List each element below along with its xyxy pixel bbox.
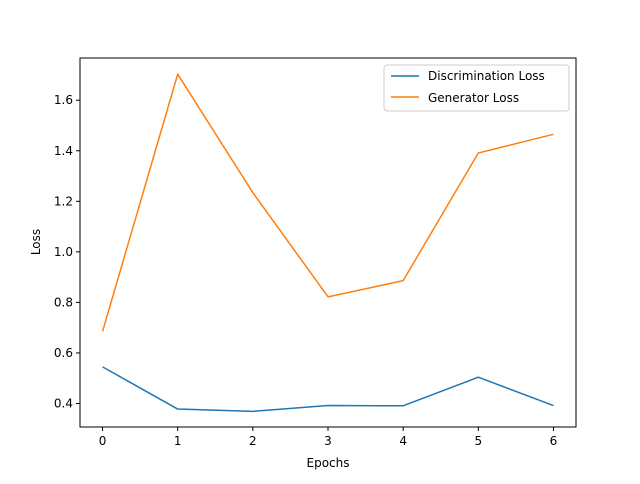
ticks-layer: 0 1 2 3 4 5 6 0.4 0.6 0.8 1.0 1.2 1.4 1.6 <box>54 93 557 448</box>
x-tick-label-5: 5 <box>474 434 482 448</box>
x-tick-label-4: 4 <box>399 434 407 448</box>
legend-label-discrimination: Discrimination Loss <box>428 69 545 83</box>
legend-box <box>383 64 570 112</box>
y-axis-label: Loss <box>29 229 43 255</box>
x-tick-label-6: 6 <box>550 434 558 448</box>
y-tick-label-2: 0.8 <box>54 295 73 309</box>
y-tick-label-1: 0.6 <box>54 346 73 360</box>
legend-label-generator: Generator Loss <box>428 91 519 105</box>
x-tick-label-1: 1 <box>174 434 182 448</box>
y-tick-label-6: 1.6 <box>54 93 73 107</box>
series-line-1 <box>101 73 554 332</box>
series-line-0 <box>102 366 554 413</box>
legend: Discrimination Loss Generator Loss <box>383 64 570 112</box>
y-tick-label-0: 0.4 <box>54 396 73 410</box>
series-layer <box>101 73 554 413</box>
x-tick-label-0: 0 <box>99 434 107 448</box>
x-tick-label-3: 3 <box>324 434 332 448</box>
x-axis-label: Epochs <box>307 456 350 470</box>
y-tick-label-3: 1.0 <box>54 245 73 259</box>
plot-frame <box>79 57 577 428</box>
y-tick-label-4: 1.2 <box>54 194 73 208</box>
y-tick-label-5: 1.4 <box>54 144 73 158</box>
x-tick-label-2: 2 <box>249 434 257 448</box>
